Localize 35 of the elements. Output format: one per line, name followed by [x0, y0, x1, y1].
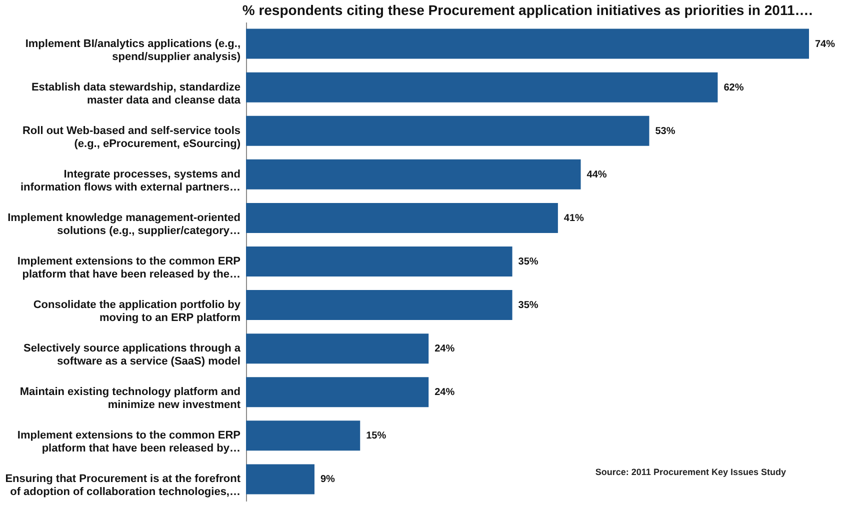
chart-title: % respondents citing these Procurement application initiatives as priorities in 2011….	[242, 2, 813, 18]
bar	[246, 72, 718, 102]
y-tick-label: Maintain existing technology platform and minimize new investment	[20, 386, 241, 412]
y-tick-label: Implement extensions to the common ERP platform that have been released by…	[17, 430, 240, 455]
y-tick-label: Establish data stewardship, standardize master data and cleanse data	[31, 81, 242, 106]
data-label: 35%	[518, 256, 538, 268]
bar	[246, 246, 512, 276]
y-tick-label: Selectively source applications through a software as a service (SaaS) model	[23, 342, 242, 368]
y-tick-label: Ensuring that Procurement is at the forefront of adoption of collaboration technologies,…	[5, 473, 241, 498]
bar	[246, 290, 512, 320]
bar	[246, 377, 429, 408]
data-label: 53%	[655, 126, 676, 137]
data-label: 24%	[434, 344, 455, 355]
y-tick-label: Implement knowledge management-oriented solutions (e.g., supplier/category…	[8, 212, 240, 237]
y-tick-label: Implement extensions to the common ERP platform that have been released by the…	[17, 256, 240, 280]
data-label: 35%	[518, 300, 538, 312]
data-label: 41%	[564, 212, 584, 224]
y-tick-label: Roll out Web-based and self-service tools (e.g., eProcurement, eSourcing)	[22, 124, 241, 150]
bar	[246, 420, 360, 451]
data-label: 9%	[320, 474, 336, 486]
bar	[246, 202, 558, 233]
annotation: Source: 2011 Procurement Key Issues Study	[595, 467, 786, 477]
y-tick-label: Integrate processes, systems and information flows with external partners…	[20, 168, 240, 194]
data-label: 15%	[366, 430, 386, 442]
bar	[246, 334, 429, 364]
data-label: 24%	[434, 387, 455, 398]
data-label: 62%	[724, 82, 744, 94]
data-label: 44%	[586, 169, 607, 180]
y-tick-label: Implement BI/analytics applications (e.g., spend/supplier analysis)	[25, 38, 241, 63]
bar	[246, 464, 314, 494]
bar	[246, 159, 581, 190]
y-tick-label: Consolidate the application portfolio by moving to an ERP platform	[33, 299, 242, 324]
data-label: 74%	[815, 38, 836, 50]
bar	[246, 116, 650, 146]
bar	[246, 28, 809, 59]
